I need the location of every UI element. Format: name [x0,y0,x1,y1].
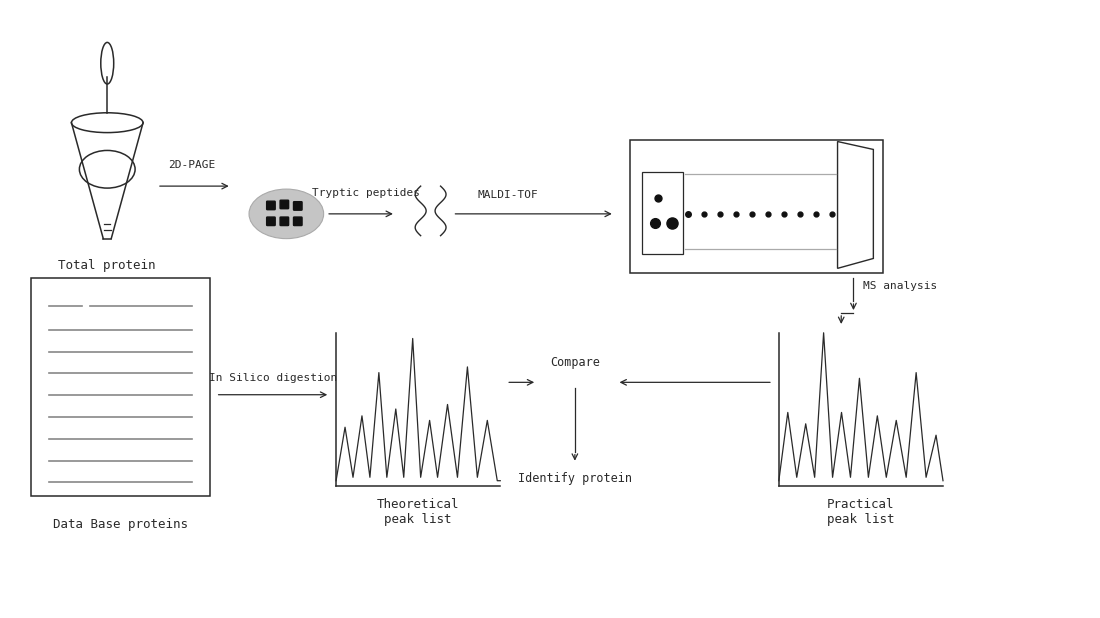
Text: MS analysis: MS analysis [864,281,937,290]
Text: Practical
peak list: Practical peak list [827,498,894,527]
Text: Data Base proteins: Data Base proteins [53,518,188,531]
Text: MALDI-TOF: MALDI-TOF [477,190,539,200]
Text: 2D-PAGE: 2D-PAGE [168,160,216,170]
Text: Compare: Compare [550,357,600,370]
Text: Total protein: Total protein [58,259,156,272]
Text: In Silico digestion: In Silico digestion [209,373,337,383]
FancyBboxPatch shape [266,201,275,210]
Bar [641,172,683,253]
FancyBboxPatch shape [294,217,302,226]
FancyBboxPatch shape [266,217,275,226]
Ellipse shape [249,189,323,239]
FancyBboxPatch shape [294,201,302,210]
Text: Identify protein: Identify protein [518,472,631,485]
Bar [31,278,210,496]
FancyBboxPatch shape [280,217,288,226]
FancyBboxPatch shape [280,200,288,209]
Text: Tryptic peptides: Tryptic peptides [312,188,420,198]
Text: Theoretical
peak list: Theoretical peak list [377,498,460,527]
Bar [629,140,883,273]
